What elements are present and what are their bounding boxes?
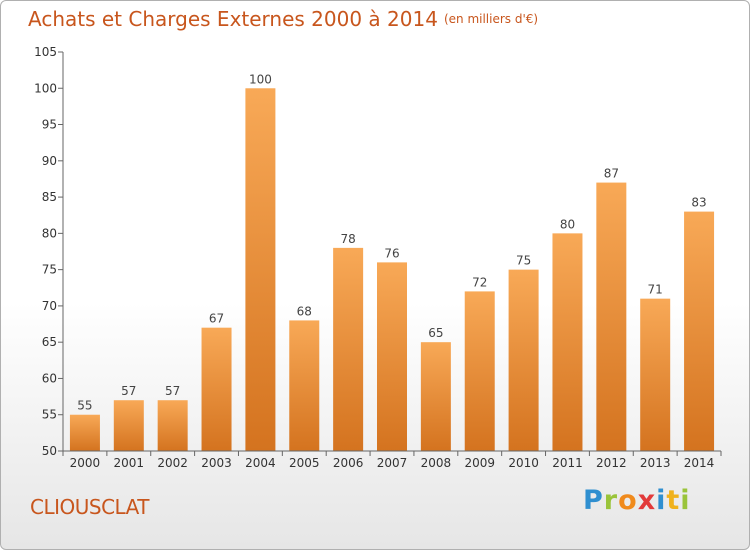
chart-unit: (en milliers d'€): [443, 12, 539, 26]
x-tick-label: 2009: [464, 456, 495, 470]
bar-value-label: 68: [297, 304, 312, 318]
bar: [69, 414, 100, 451]
y-tick-label: 60: [42, 371, 57, 385]
bar-value-label: 67: [209, 312, 224, 326]
chart-title: Achats et Charges Externes 2000 à 2014 (e…: [28, 7, 538, 31]
x-tick-label: 2005: [289, 456, 320, 470]
logo-letter: r: [603, 485, 619, 516]
bar: [464, 291, 495, 451]
x-tick-label: 2010: [508, 456, 539, 470]
bar: [596, 182, 627, 451]
proxiti-logo[interactable]: Proxiti: [583, 485, 691, 516]
bar-value-label: 57: [165, 384, 180, 398]
y-tick-label: 65: [42, 335, 57, 349]
x-tick-label: 2004: [245, 456, 276, 470]
bar-value-label: 83: [691, 196, 706, 210]
bar-value-label: 57: [121, 384, 136, 398]
bar: [420, 342, 451, 451]
y-tick-label: 75: [42, 263, 57, 277]
x-tick-label: 2012: [596, 456, 627, 470]
bar-value-label: 65: [428, 326, 443, 340]
x-tick-label: 2006: [333, 456, 364, 470]
bar-value-label: 80: [560, 217, 575, 231]
logo-letter: i: [656, 485, 667, 516]
bar-value-label: 100: [249, 72, 272, 86]
bar-value-label: 75: [516, 254, 531, 268]
bar: [245, 88, 276, 451]
logo-letter: x: [637, 485, 657, 516]
x-tick-label: 2011: [552, 456, 583, 470]
bar: [201, 327, 232, 451]
y-tick-label: 105: [34, 45, 57, 59]
bar-value-label: 78: [340, 232, 355, 246]
y-tick-label: 80: [42, 226, 57, 240]
commune-name: CLIOUSCLAT: [30, 495, 150, 519]
logo-letter: t: [666, 485, 681, 516]
y-tick-label: 90: [42, 154, 57, 168]
bar: [684, 211, 715, 451]
bar-value-label: 72: [472, 275, 487, 289]
bar: [640, 298, 671, 451]
bar-value-label: 55: [77, 399, 92, 413]
y-tick-label: 55: [42, 408, 57, 422]
bar: [377, 262, 407, 451]
logo-letter: o: [618, 485, 638, 516]
bar-value-label: 76: [384, 246, 399, 260]
bar: [508, 269, 539, 451]
logo-letter: i: [680, 485, 691, 516]
x-tick-label: 2008: [421, 456, 452, 470]
bar: [333, 247, 364, 451]
chart-title-text: Achats et Charges Externes 2000 à 2014: [28, 7, 438, 31]
bar: [157, 400, 188, 451]
y-tick-label: 85: [42, 190, 57, 204]
y-tick-label: 95: [42, 118, 57, 132]
x-tick-label: 2013: [640, 456, 671, 470]
logo-letter: P: [583, 485, 604, 516]
bar: [289, 320, 320, 451]
y-tick-label: 50: [42, 444, 57, 458]
x-tick-label: 2002: [157, 456, 188, 470]
x-tick-label: 2003: [201, 456, 232, 470]
y-tick-label: 100: [34, 81, 57, 95]
bar-value-label: 87: [604, 167, 619, 181]
x-tick-label: 2007: [377, 456, 408, 470]
x-tick-label: 2000: [70, 456, 101, 470]
bar-value-label: 71: [648, 283, 663, 297]
x-tick-label: 2014: [684, 456, 715, 470]
y-tick-label: 70: [42, 299, 57, 313]
x-tick-label: 2001: [114, 456, 145, 470]
bar: [552, 233, 583, 451]
bar: [113, 400, 144, 451]
